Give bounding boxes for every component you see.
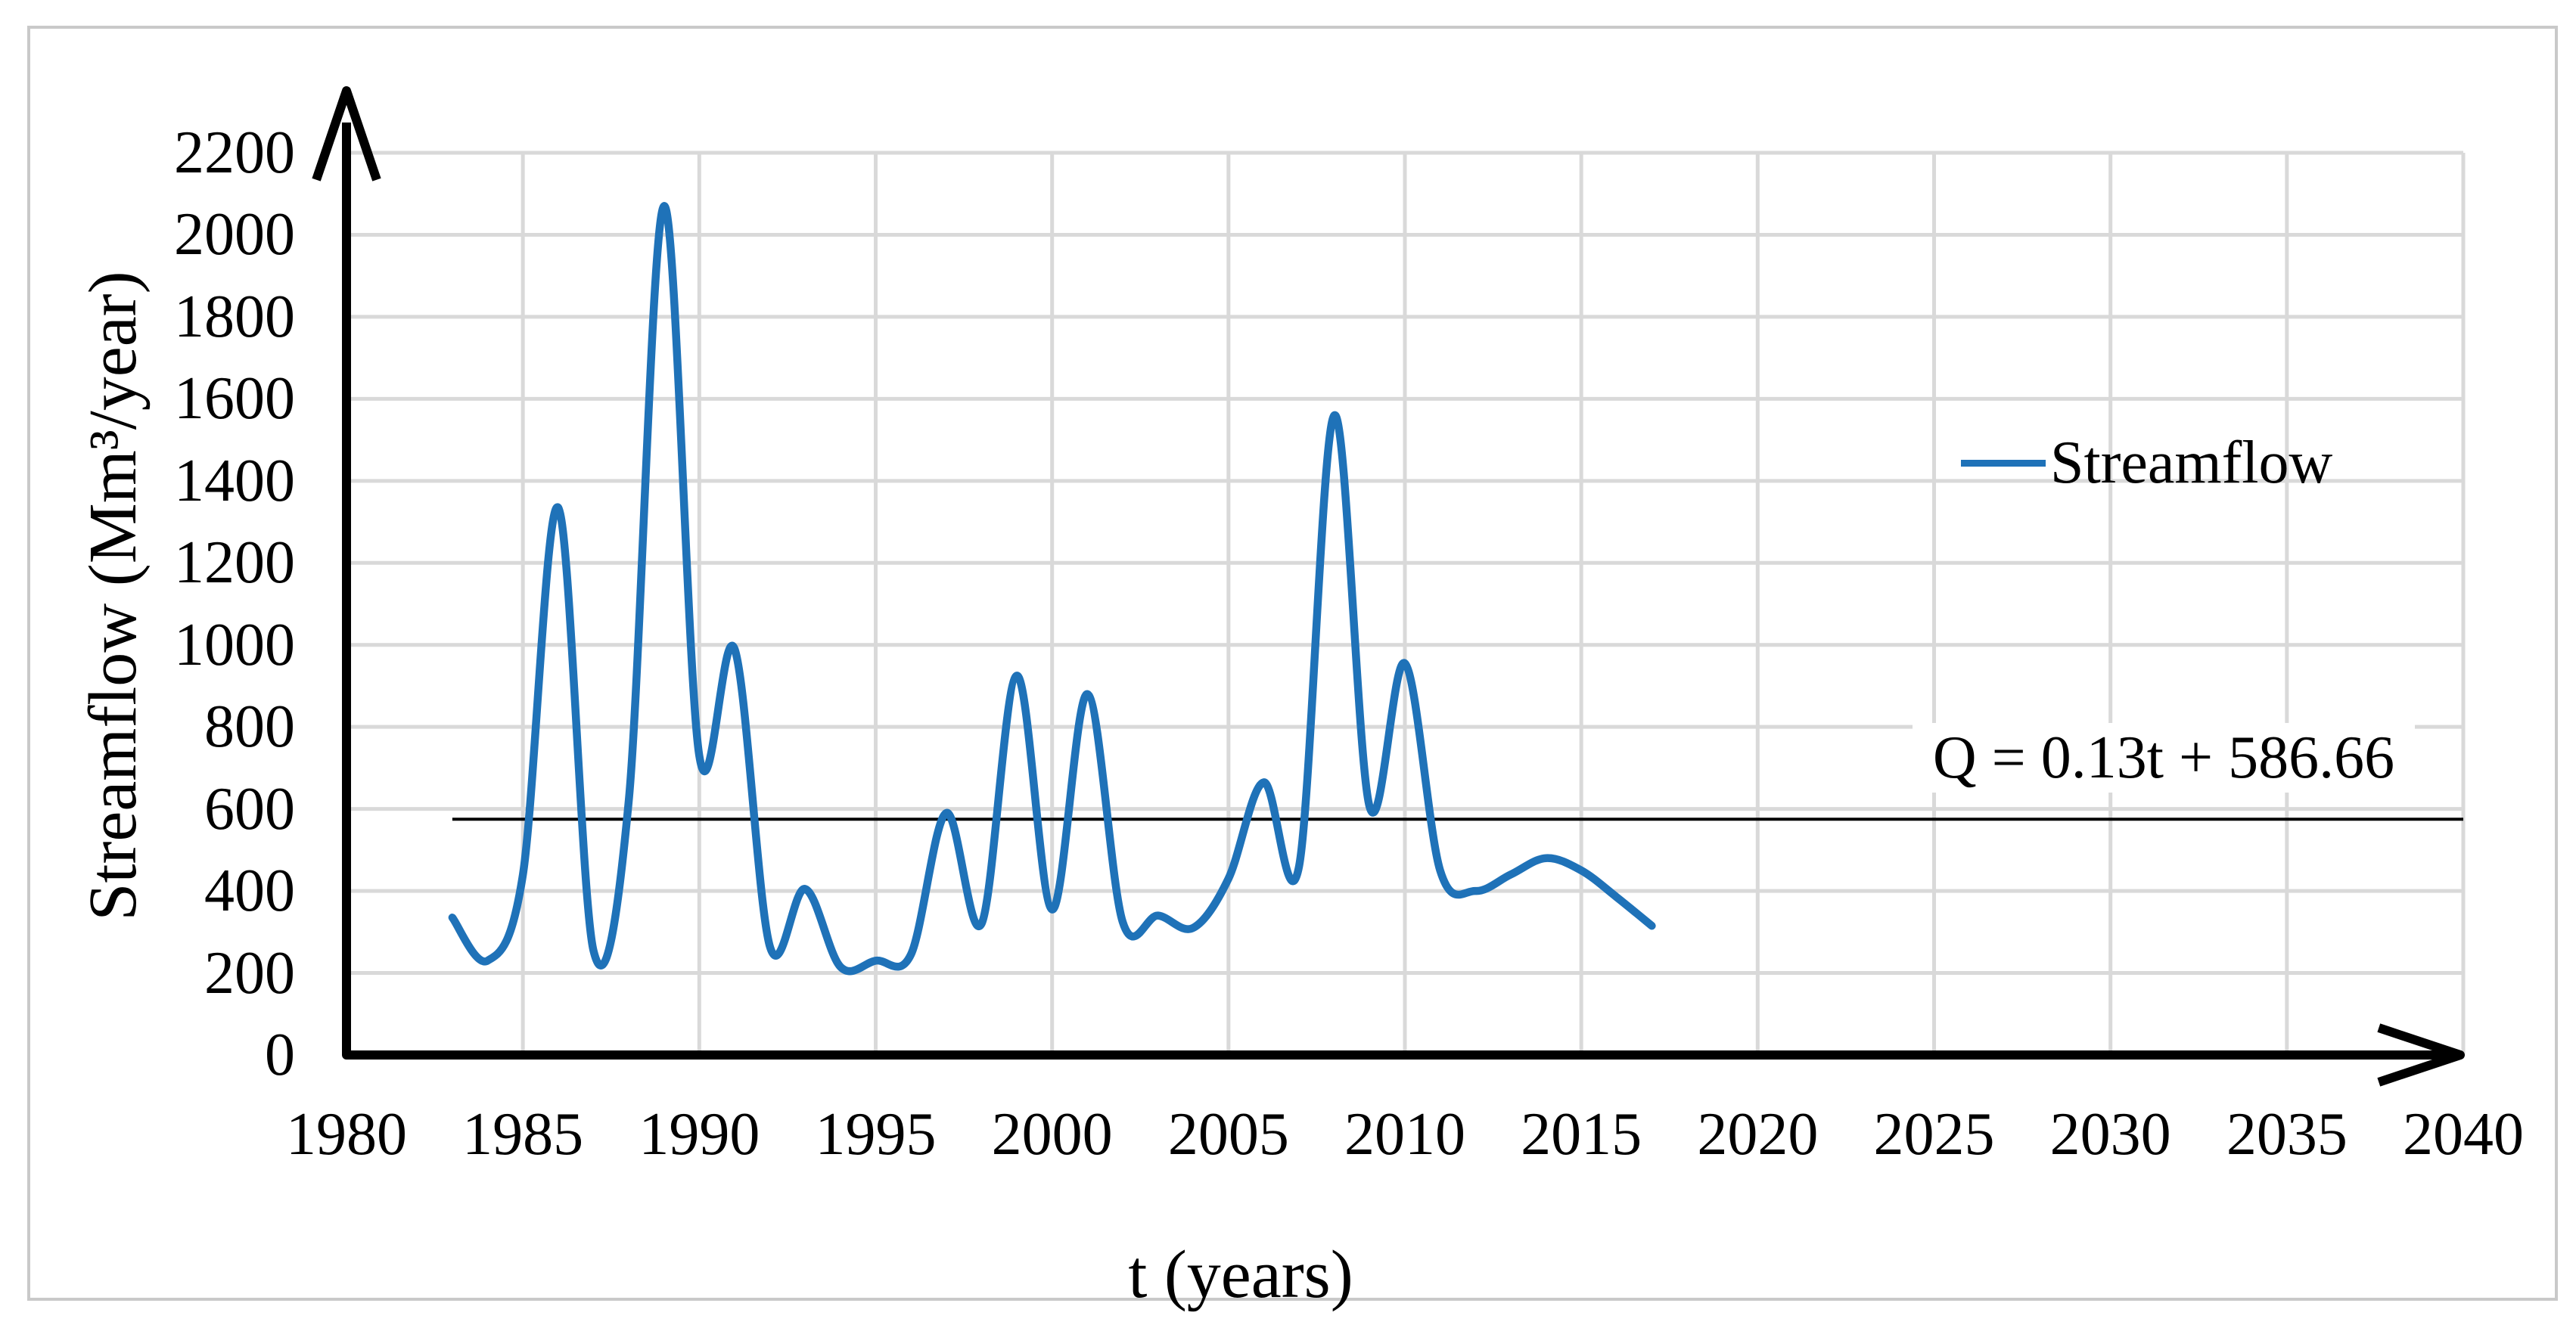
streamflow-line [448,202,1656,976]
y-tick-label: 1600 [174,365,295,433]
y-tick-label: 600 [204,775,295,842]
x-axis-title: t (years) [1128,1237,1353,1312]
axes [312,86,2465,1087]
y-tick-label: 1200 [174,529,295,597]
y-tick-label: 800 [204,693,295,761]
y-tick-label: 2200 [174,119,295,186]
x-tick-label: 1995 [815,1101,937,1168]
axis-lines [342,123,2457,1060]
y-tick-label: 400 [204,858,295,925]
x-tick-label: 2025 [1873,1101,1995,1168]
trendline-equation-label: Q = 0.13t + 586.66 [1913,723,2415,793]
x-tick-label: 2020 [1697,1101,1819,1168]
y-tick-label: 0 [265,1022,295,1088]
gridlines [346,150,2466,1055]
x-tick-label: 2010 [1344,1101,1465,1168]
legend: Streamflow [1961,431,2332,495]
y-tick-label: 1800 [174,283,295,350]
x-tick-label: 2030 [2049,1101,2171,1168]
y-tick-label: 1000 [174,611,295,678]
y-axis-arrowhead [312,86,381,182]
y-tick-label: 1400 [174,447,295,514]
y-axis-title: Streamflow (Mm³/year) [76,271,151,921]
y-tick-label: 200 [204,939,295,1007]
x-tick-label: 1985 [462,1101,584,1168]
x-tick-label: 2040 [2403,1101,2524,1168]
x-tick-label: 1990 [639,1101,760,1168]
x-tick-label: 2000 [991,1101,1113,1168]
x-tick-label: 2005 [1167,1101,1289,1168]
legend-line-swatch [1961,459,2046,467]
x-axis-arrowhead [2377,1023,2465,1087]
x-tick-label: 2015 [1521,1101,1642,1168]
figure-border [27,26,2558,1301]
x-tick-label: 1980 [286,1101,407,1168]
legend-label: Streamflow [2050,430,2333,496]
y-tick-label: 2000 [174,201,295,268]
x-tick-label: 2035 [2226,1101,2348,1168]
